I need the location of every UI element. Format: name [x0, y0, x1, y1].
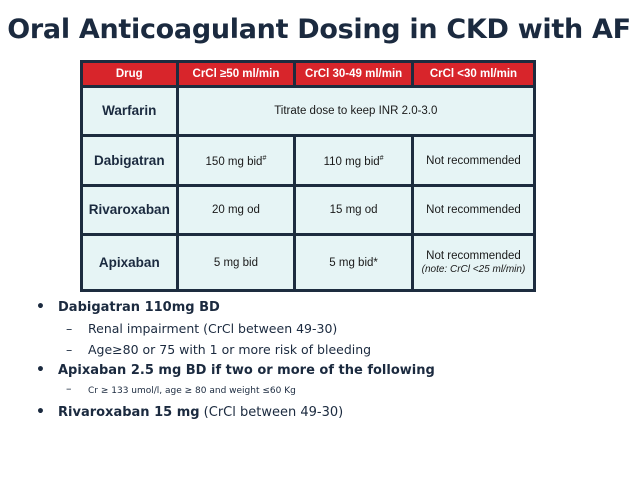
dabigatran-crcl-30: Not recommended	[413, 137, 533, 184]
header-crcl-30: CrCl <30 ml/min	[413, 63, 533, 85]
header-crcl-30-49: CrCl 30-49 ml/min	[296, 63, 411, 85]
bullet-apixaban: • Apixaban 2.5 mg BD if two or more of t…	[36, 362, 626, 378]
dabigatran-crcl-50: 150 mg bid#	[178, 137, 294, 184]
sub-bullet-dash: –	[66, 321, 73, 336]
dosing-table-frame: Drug CrCl ≥50 ml/min CrCl 30-49 ml/min C…	[80, 60, 536, 292]
sub-bullet-dash: –	[66, 382, 72, 395]
bullet-list: • Dabigatran 110mg BD – Renal impairment…	[36, 299, 626, 426]
dabigatran-crcl-30-49: 110 mg bid#	[296, 137, 411, 184]
bullet-text-bold: Rivaroxaban 15 mg	[58, 405, 200, 420]
bullet-dabigatran: • Dabigatran 110mg BD	[36, 299, 626, 315]
dosing-table: Drug CrCl ≥50 ml/min CrCl 30-49 ml/min C…	[80, 60, 536, 292]
apixaban-crcl-50: 5 mg bid	[178, 236, 294, 289]
bullet-dot: •	[36, 362, 45, 378]
bullet-text: Apixaban 2.5 mg BD if two or more of the…	[58, 363, 435, 378]
bullet-dot: •	[36, 404, 45, 420]
bullet-text: Dabigatran 110mg BD	[58, 300, 220, 315]
table-header-row: Drug CrCl ≥50 ml/min CrCl 30-49 ml/min C…	[83, 63, 533, 85]
sub-bullet-age: – Age≥80 or 75 with 1 or more risk of bl…	[36, 342, 626, 357]
drug-rivaroxaban: Rivaroxaban	[83, 186, 176, 234]
sub-bullet-text: Renal impairment (CrCl between 49-30)	[88, 321, 338, 336]
table-row: Rivaroxaban 20 mg od 15 mg od Not recomm…	[83, 186, 533, 234]
sub-bullet-dash: –	[66, 342, 73, 357]
bullet-text-plain: (CrCl between 49-30)	[199, 405, 344, 420]
sub-bullet-criteria: – Cr ≥ 133 umol/l, age ≥ 80 and weight ≤…	[36, 382, 626, 396]
apixaban-crcl-30: Not recommended (note: CrCl <25 ml/min)	[413, 236, 533, 289]
header-drug: Drug	[83, 63, 176, 85]
sub-bullet-text: Age≥80 or 75 with 1 or more risk of blee…	[88, 342, 372, 357]
apixaban-crcl-30-49: 5 mg bid*	[296, 236, 411, 289]
warfarin-dosing: Titrate dose to keep INR 2.0-3.0	[178, 88, 533, 135]
header-crcl-50: CrCl ≥50 ml/min	[178, 63, 294, 85]
table-row: Warfarin Titrate dose to keep INR 2.0-3.…	[83, 88, 533, 135]
rivaroxaban-crcl-30: Not recommended	[413, 186, 533, 234]
rivaroxaban-crcl-50: 20 mg od	[178, 186, 294, 234]
drug-dabigatran: Dabigatran	[83, 137, 176, 184]
slide-title: Oral Anticoagulant Dosing in CKD with AF	[7, 14, 631, 45]
table-row: Dabigatran 150 mg bid# 110 mg bid# Not r…	[83, 137, 533, 184]
drug-apixaban: Apixaban	[83, 236, 176, 289]
drug-warfarin: Warfarin	[83, 88, 176, 135]
sub-bullet-text: Cr ≥ 133 umol/l, age ≥ 80 and weight ≤60…	[88, 386, 296, 396]
bullet-dot: •	[36, 299, 45, 315]
sub-bullet-renal: – Renal impairment (CrCl between 49-30)	[36, 321, 626, 336]
rivaroxaban-crcl-30-49: 15 mg od	[296, 186, 411, 234]
apixaban-note: (note: CrCl <25 ml/min)	[421, 263, 526, 275]
bullet-rivaroxaban: • Rivaroxaban 15 mg (CrCl between 49-30)	[36, 404, 626, 420]
table-row: Apixaban 5 mg bid 5 mg bid* Not recommen…	[83, 236, 533, 289]
